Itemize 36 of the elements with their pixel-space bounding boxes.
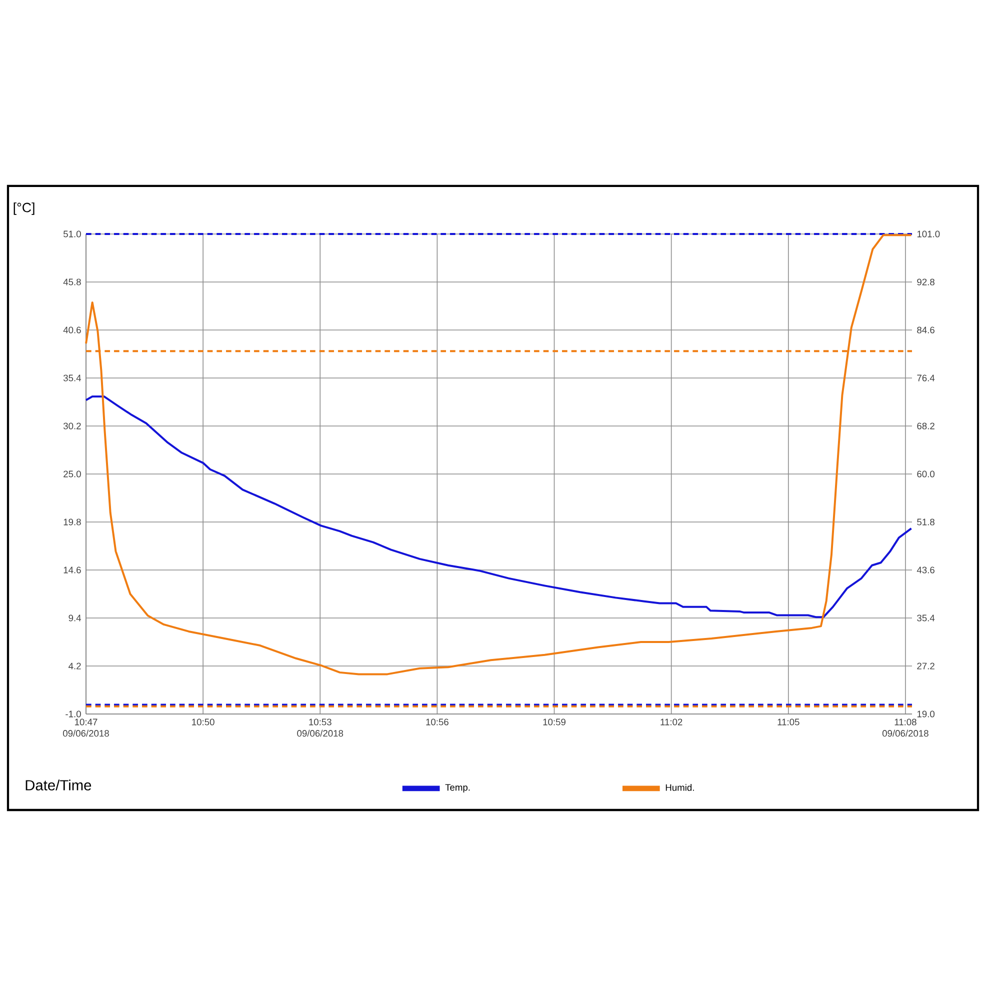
line-series <box>85 234 912 676</box>
y-tick-label: 30.2 <box>63 422 81 430</box>
x-tick-label: 10:50 <box>192 718 214 726</box>
y2-tick-label: 27.2 <box>917 662 934 670</box>
y-tick-label: 51.0 <box>64 230 81 238</box>
y-tick-label: 35.4 <box>63 374 82 382</box>
x-tick-label: 10:56 <box>426 718 448 726</box>
x-axis-title: Date/Time <box>26 780 92 790</box>
y2-tick-label: 51.8 <box>917 518 934 526</box>
y-tick-label: 19.8 <box>64 518 81 526</box>
y-tick-label: 40.6 <box>63 326 81 334</box>
legend-label: Temp. <box>445 784 470 793</box>
y2-tick-label: 19.0 <box>917 710 935 718</box>
y-tick-label: 25.0 <box>64 470 81 478</box>
x-tick-label: 10:53 09/06/2018 <box>297 718 344 737</box>
y-tick-label: 14.6 <box>64 566 81 574</box>
line-series <box>85 395 912 618</box>
y-tick-label: -1.0 <box>66 710 81 718</box>
y2-tick-label: 60.0 <box>917 470 935 478</box>
x-tick-label: 10:47 09/06/2018 <box>63 718 109 737</box>
y2-tick-label: 101.0 <box>917 230 940 238</box>
y-tick-label: 4.2 <box>68 662 81 670</box>
y-tick-label: 9.4 <box>68 614 82 622</box>
x-tick-label: 11:05 <box>778 718 800 726</box>
y2-tick-label: 84.6 <box>917 326 934 334</box>
y2-tick-label: 68.2 <box>917 422 934 430</box>
x-tick-label: 11:02 <box>660 718 682 726</box>
y2-tick-label: 76.4 <box>917 374 935 382</box>
y2-tick-label: 35.4 <box>917 614 935 622</box>
x-tick-label: 10:59 <box>543 718 566 726</box>
x-tick-label: 11:08 09/06/2018 <box>882 718 928 737</box>
y2-tick-label: 43.6 <box>916 566 934 574</box>
y-tick-label: 45.8 <box>63 278 81 286</box>
y-axis-title: [°C] <box>14 202 34 215</box>
y2-tick-label: 92.8 <box>917 278 934 286</box>
legend-label: Humid. <box>666 784 694 791</box>
